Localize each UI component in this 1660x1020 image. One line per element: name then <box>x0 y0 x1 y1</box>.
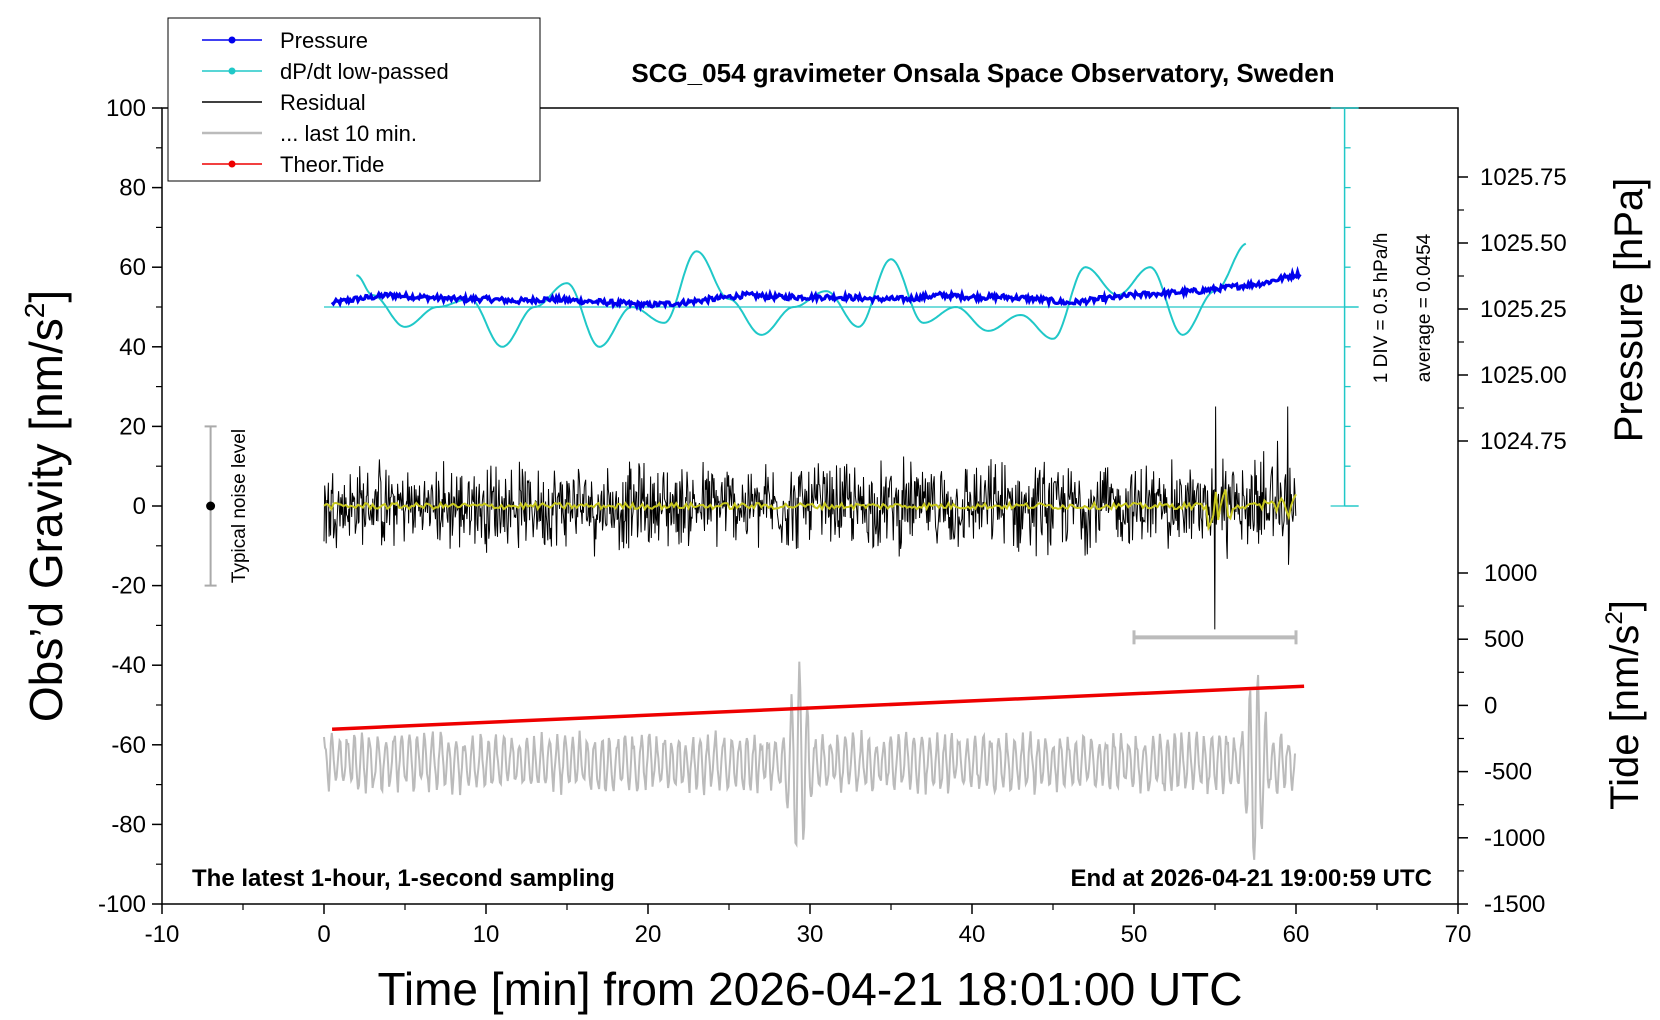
x-tick-label: -10 <box>145 921 180 948</box>
tide-tick-label: 500 <box>1484 626 1524 653</box>
x-tick-label: 60 <box>1283 921 1310 948</box>
tide-tick-label: -1000 <box>1484 825 1545 852</box>
y-tick-label: 60 <box>119 254 146 281</box>
legend-label: dP/dt low-passed <box>280 59 449 84</box>
y-axis-label-tide: Tide [nm/s2] <box>1601 600 1647 810</box>
tide-tick-label: -500 <box>1484 759 1532 786</box>
chart-title: SCG_054 gravimeter Onsala Space Observat… <box>631 58 1334 88</box>
tide-tick-label: 0 <box>1484 692 1497 719</box>
pressure-tick-label: 1025.75 <box>1480 164 1567 191</box>
y-tick-label: -100 <box>98 891 146 918</box>
series-pressure-line <box>330 265 1302 313</box>
legend-label: Residual <box>280 90 366 115</box>
y-tick-label: 80 <box>119 175 146 202</box>
x-tick-label: 0 <box>317 921 330 948</box>
tide-tick-label: -1500 <box>1484 891 1545 918</box>
y-tick-label: 0 <box>133 493 146 520</box>
tide-tick-label: 1000 <box>1484 560 1537 587</box>
legend-swatch-marker <box>228 160 236 168</box>
y-tick-label: -40 <box>111 652 146 679</box>
legend-label: ... last 10 min. <box>280 121 417 146</box>
y-tick-label: -80 <box>111 811 146 838</box>
legend-box <box>167 17 541 182</box>
y-tick-label: -20 <box>111 573 146 600</box>
series-residual-line <box>323 406 1297 630</box>
y-tick-label: 40 <box>119 334 146 361</box>
pressure-tick-label: 1025.00 <box>1480 362 1567 389</box>
pressure-tick-label: 1024.75 <box>1480 428 1567 455</box>
x-tick-label: 10 <box>473 921 500 948</box>
legend-swatch-marker <box>228 67 236 75</box>
pressure-tick-label: 1025.50 <box>1480 230 1567 257</box>
y-tick-label: -60 <box>111 732 146 759</box>
tide-label-superscript: 2 <box>1601 611 1628 624</box>
x-tick-label: 70 <box>1445 921 1472 948</box>
series-dpdt-line <box>356 242 1247 348</box>
y-axis-label-gravity: Obs’d Gravity [nm/s2] <box>19 290 72 722</box>
series-residual-filtered-line <box>323 489 1297 532</box>
legend-items: Pressure dP/dt low-passed Residual ... last… <box>202 28 449 177</box>
footer-right: End at 2026-04-21 19:00:59 UTC <box>1071 865 1433 892</box>
legend-label: Theor.Tide <box>280 152 384 177</box>
series-last10-line <box>323 661 1296 860</box>
dpdt-scale-label: 1 DIV = 0.5 hPa/h <box>1371 233 1392 384</box>
pressure-tick-label: 1025.25 <box>1480 296 1567 323</box>
legend-swatch-marker <box>228 36 236 44</box>
legend-label: Pressure <box>280 28 368 53</box>
legend: Pressure dP/dt low-passed Residual ... last… <box>167 17 541 182</box>
dpdt-average-label: average = 0.0454 <box>1414 233 1435 382</box>
y-axis-label-pressure: Pressure [hPa] <box>1607 178 1651 443</box>
series-tide-line <box>332 684 1305 731</box>
footer-left: The latest 1-hour, 1-second sampling <box>192 865 615 892</box>
noise-level-indicator <box>204 425 217 587</box>
x-tick-label: 40 <box>959 921 986 948</box>
series-layer <box>323 242 1305 860</box>
x-tick-label: 50 <box>1121 921 1148 948</box>
x-axis-label: Time [min] from 2026-04-21 18:01:00 UTC <box>378 963 1243 1015</box>
noise-level-label: Typical noise level <box>229 429 250 583</box>
noise-center-dot <box>206 501 216 511</box>
x-axis-ticks: -10 0 10 20 30 40 50 60 70 <box>145 904 1472 948</box>
y-axis-label-superscript: 2 <box>19 303 50 319</box>
x-tick-label: 20 <box>635 921 662 948</box>
y-axis-ticks: 100 80 60 40 20 0 -20 -40 -60 -80 -100 <box>98 95 162 918</box>
x-tick-label: 30 <box>797 921 824 948</box>
y-tick-label: 20 <box>119 413 146 440</box>
tide-axis-ticks: 1000 500 0 -500 -1000 -1500 <box>1458 560 1545 918</box>
pressure-axis-ticks: 1025.75 1025.50 1025.25 1025.00 1024.75 <box>1458 164 1567 455</box>
y-tick-label: 100 <box>106 95 146 122</box>
